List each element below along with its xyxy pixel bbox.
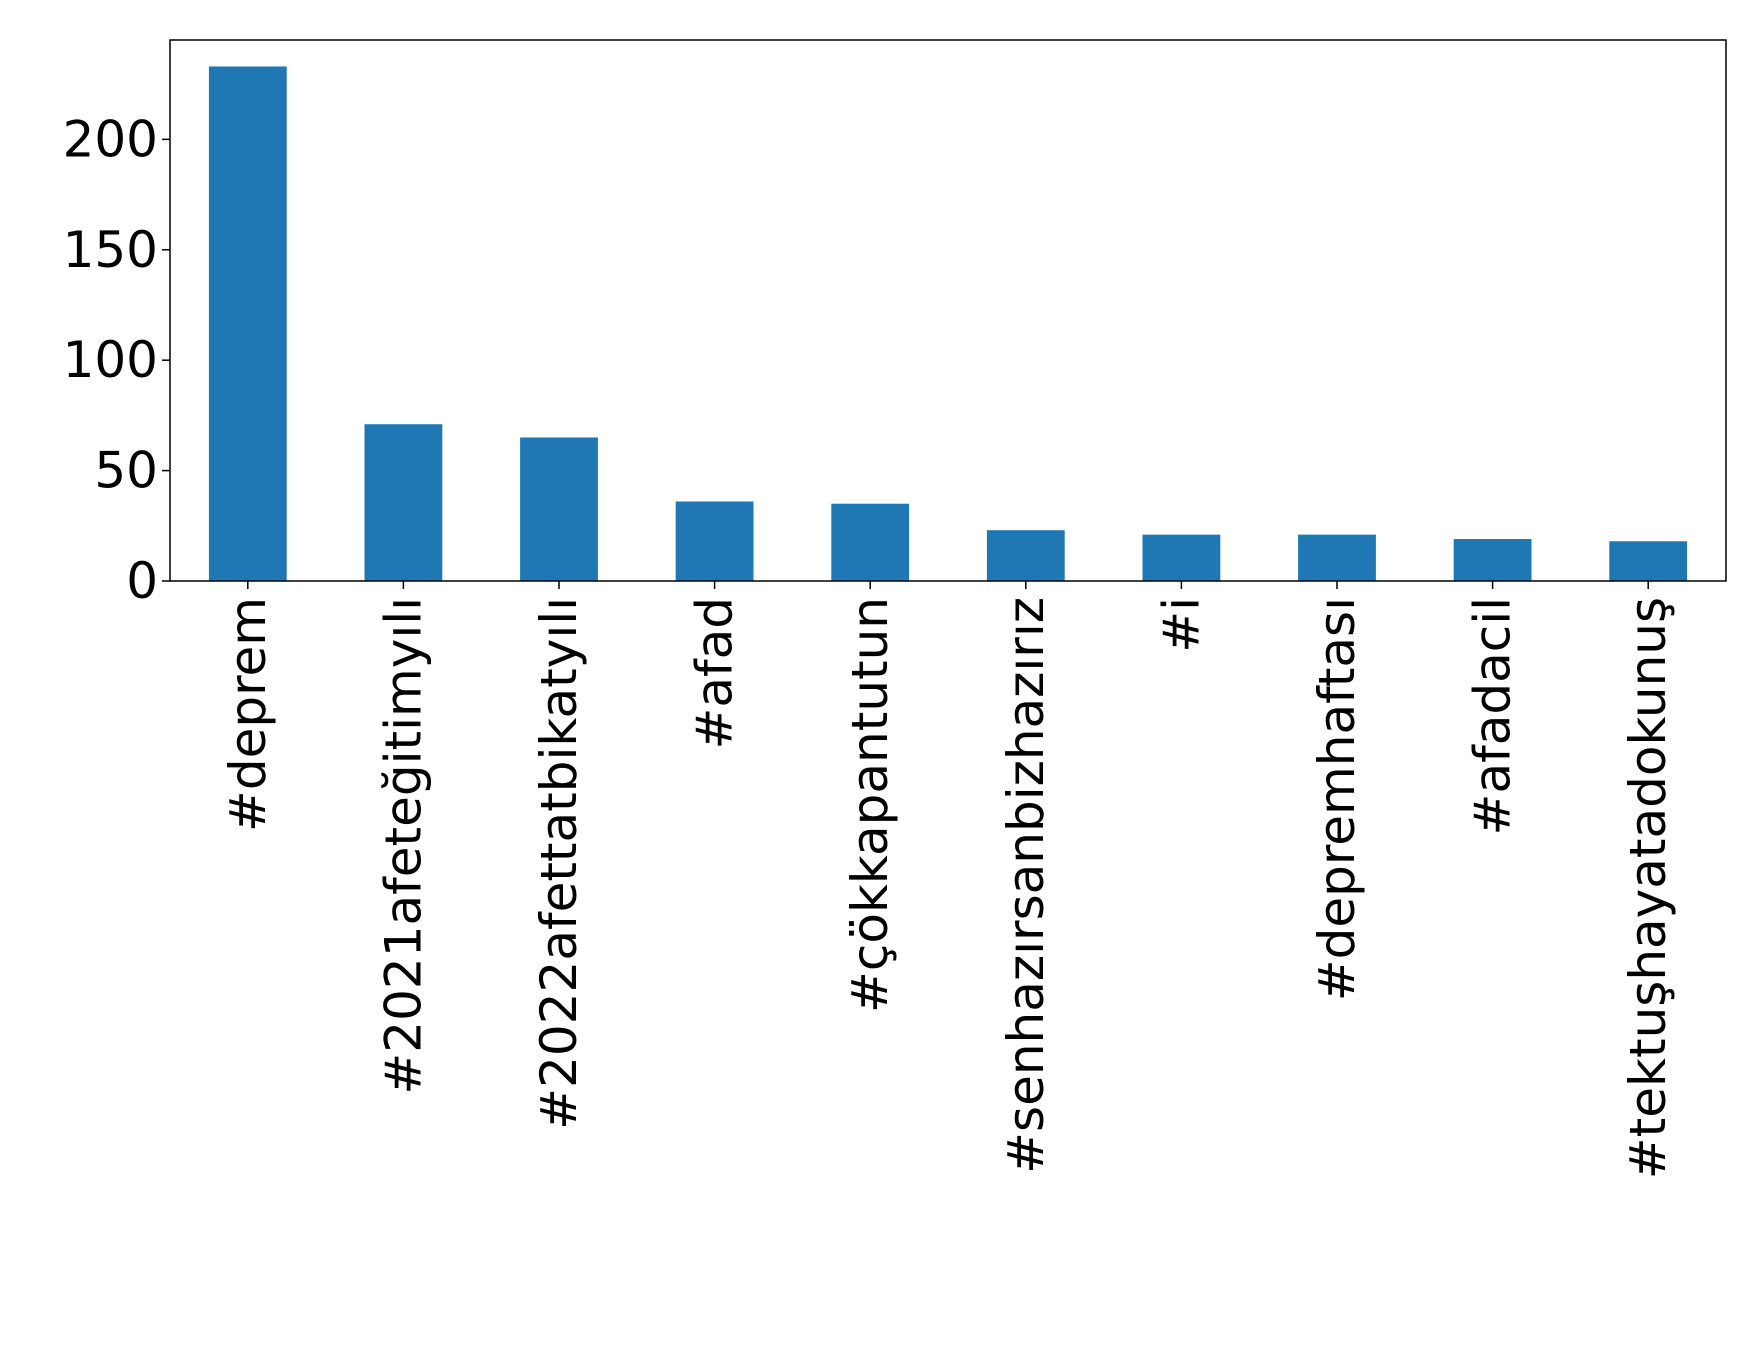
x-tick-label-3: #afad — [686, 597, 744, 750]
x-tick-label-2: #2022afettatbikatyılı — [530, 597, 588, 1130]
x-tick-label-1: #2021afeteğitimyılı — [374, 597, 432, 1095]
bar-8 — [1453, 539, 1532, 581]
y-tick-label-4: 200 — [63, 110, 158, 168]
bar-7 — [1298, 534, 1376, 581]
plot-frame — [169, 39, 1727, 582]
x-tick-label-6: #i — [1152, 597, 1210, 653]
x-tick-label-7: #depremhaftası — [1308, 597, 1366, 1001]
bar-2 — [520, 437, 598, 581]
x-tick-label-4: #çökkapantutun — [841, 597, 899, 1013]
x-tick-label-0: #deprem — [219, 597, 277, 832]
y-tick-label-2: 100 — [63, 331, 158, 389]
bar-6 — [1142, 534, 1221, 581]
bar-0 — [208, 66, 287, 582]
x-tick-label-8: #afadacil — [1464, 597, 1522, 835]
bars — [208, 66, 1688, 582]
bar-1 — [364, 424, 443, 581]
bar-5 — [986, 530, 1065, 581]
y-tick-label-0: 0 — [126, 552, 158, 610]
bar-9 — [1609, 541, 1688, 581]
bar-3 — [675, 501, 754, 581]
y-axis-ticks: 0 50 100 150 200 — [63, 110, 170, 610]
y-tick-label-1: 50 — [94, 442, 158, 500]
y-tick-label-3: 150 — [63, 221, 158, 279]
x-tick-label-5: #senhazırsanbizhazırız — [997, 597, 1055, 1174]
x-tick-label-9: #tektuşhayatadokunuş — [1619, 597, 1677, 1179]
x-axis-ticks: #deprem #2021afeteğitimyılı #2022afettatbi… — [219, 581, 1677, 1179]
bar-4 — [831, 503, 910, 581]
